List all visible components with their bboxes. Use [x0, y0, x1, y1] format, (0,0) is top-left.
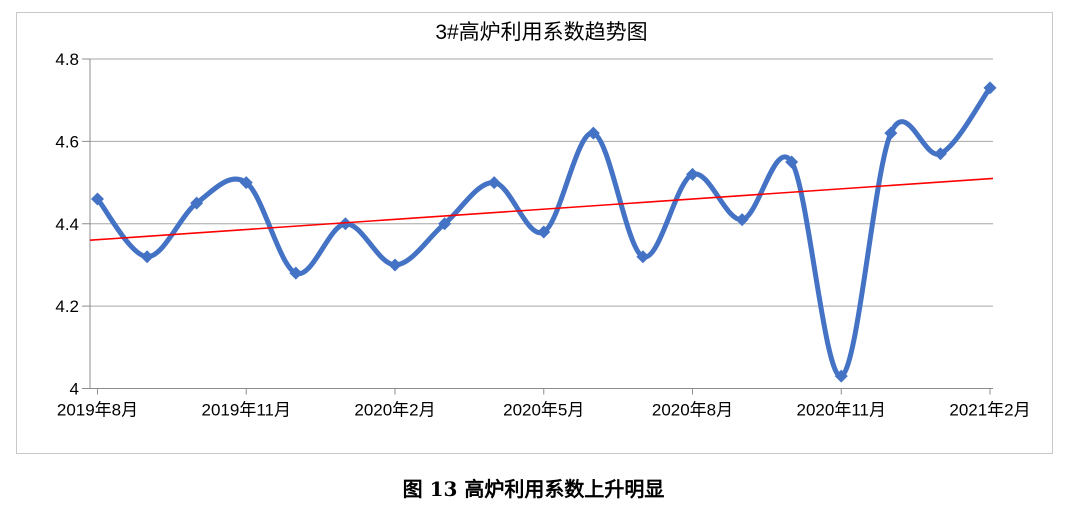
data-point-marker — [140, 250, 154, 264]
data-point-marker — [983, 81, 997, 95]
x-tick-label: 2019年11月 — [202, 401, 291, 420]
data-point-marker — [636, 250, 650, 264]
chart-title: 3#高炉利用系数趋势图 — [435, 21, 648, 44]
data-point-marker — [91, 192, 104, 206]
data-point-marker — [884, 126, 898, 140]
x-tick-label: 2020年8月 — [652, 401, 733, 420]
x-tick-label: 2020年2月 — [354, 401, 435, 420]
chart-area: 3#高炉利用系数趋势图 4.8 4.6 4.4 4.2 4 2019年8月 2019年11月… — [16, 12, 1053, 454]
x-tick-label: 2020年5月 — [503, 401, 584, 420]
x-tick-label: 2020年11月 — [797, 401, 886, 420]
data-point-marker — [785, 155, 799, 169]
data-point-marker — [289, 266, 303, 280]
y-tick-label: 4.4 — [55, 215, 79, 234]
data-point-marker — [933, 147, 947, 161]
y-tick-label: 4 — [70, 380, 79, 399]
trend-line — [89, 177, 994, 242]
data-point-marker — [338, 217, 352, 231]
data-point-marker — [388, 258, 402, 272]
data-point-marker — [735, 213, 749, 227]
y-tick-label: 4.8 — [55, 50, 79, 69]
trend-plot: 4.8 4.6 4.4 4.2 4 2019年8月 2019年11月 2020年2月 2020年… — [55, 50, 1030, 420]
data-point-marker — [586, 126, 600, 140]
y-tick-label: 4.6 — [55, 132, 79, 151]
data-point-marker — [239, 176, 253, 190]
data-point-marker — [438, 217, 452, 231]
data-point-marker — [190, 196, 204, 210]
data-point-marker — [487, 176, 501, 190]
x-tick-label: 2019年8月 — [57, 401, 138, 420]
data-point-marker — [686, 167, 699, 181]
x-tick-label: 2021年2月 — [949, 401, 1030, 420]
figure-caption: 图 13 高炉利用系数上升明显 — [402, 477, 665, 501]
data-point-marker — [537, 225, 551, 239]
y-tick-label: 4.2 — [55, 297, 79, 316]
data-point-marker — [834, 369, 848, 383]
